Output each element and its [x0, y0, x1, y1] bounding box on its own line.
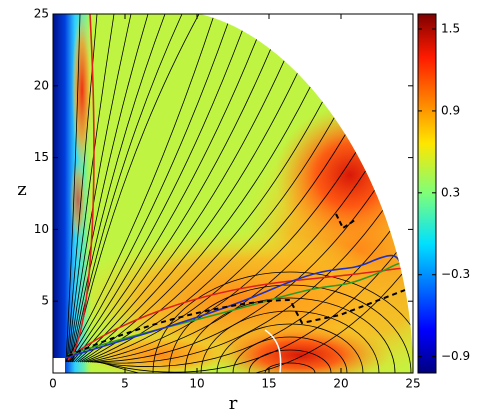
y-tick-label: 25	[34, 7, 49, 21]
field-line	[91, 190, 375, 363]
y-tick-label: 10	[34, 222, 49, 236]
field-line	[69, 14, 149, 363]
field-line	[75, 60, 285, 363]
field-line	[67, 14, 115, 363]
x-tick-label: 5	[121, 377, 129, 391]
colorbar-tick-label: 0.3	[441, 185, 460, 199]
colorbar-tick-label: −0.3	[441, 267, 470, 281]
field-line	[87, 152, 357, 363]
field-line	[216, 323, 364, 373]
field-line	[69, 30, 243, 363]
y-tick-label: 20	[34, 78, 49, 92]
x-tick-label: 25	[405, 377, 420, 391]
field-line	[77, 73, 298, 363]
field-line	[264, 362, 316, 373]
field-line	[99, 273, 403, 373]
y-tick-label: 15	[34, 150, 49, 164]
field	[53, 14, 413, 373]
field-line	[89, 170, 366, 363]
plot-frame	[52, 13, 414, 374]
colorbar-tick-label: −0.9	[441, 349, 470, 363]
field-line	[93, 210, 384, 364]
field-line	[68, 14, 132, 363]
field-line	[70, 14, 166, 363]
y-tick-label: 5	[41, 294, 49, 308]
field-line	[71, 14, 183, 363]
field-line	[67, 23, 229, 363]
field-line	[184, 297, 396, 373]
field-line	[71, 39, 257, 363]
field-line	[248, 349, 332, 373]
field-line	[65, 17, 214, 363]
field-line	[168, 284, 412, 373]
y-axis-label: z	[17, 179, 26, 200]
field-line	[65, 14, 81, 363]
field-line	[85, 134, 346, 363]
field-line	[73, 49, 271, 363]
colorbar	[417, 13, 437, 374]
field-line	[83, 117, 335, 363]
x-axis-label: r	[229, 393, 238, 414]
x-tick-label: 15	[261, 377, 276, 391]
colorbar-tick-label: 0.9	[441, 103, 460, 117]
field-line	[232, 336, 348, 373]
x-tick-label: 0	[49, 377, 57, 391]
field-line	[200, 310, 380, 373]
colorbar-tick-label: 1.5	[441, 22, 460, 36]
x-tick-label: 10	[189, 377, 204, 391]
x-tick-label: 20	[333, 377, 348, 391]
